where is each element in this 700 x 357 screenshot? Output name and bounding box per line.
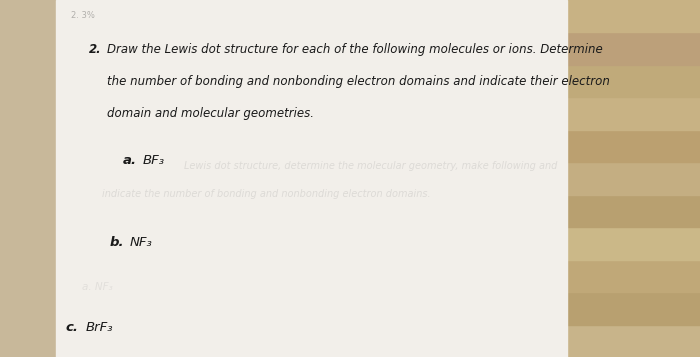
Bar: [556, 162, 700, 195]
Text: a. NF₃: a. NF₃: [81, 282, 112, 292]
Text: BF₃: BF₃: [143, 154, 165, 166]
Bar: [556, 32, 700, 65]
Text: c.: c.: [65, 321, 78, 334]
Bar: [556, 195, 700, 227]
Text: a.: a.: [122, 154, 136, 166]
Text: Draw the Lewis dot structure for each of the following molecules or ions. Determ: Draw the Lewis dot structure for each of…: [107, 43, 603, 56]
Bar: [556, 65, 700, 97]
Text: the number of bonding and nonbonding electron domains and indicate their electro: the number of bonding and nonbonding ele…: [107, 75, 610, 88]
Bar: [556, 260, 700, 292]
Text: NF₃: NF₃: [130, 236, 153, 248]
Bar: [556, 0, 700, 32]
Text: b.: b.: [110, 236, 124, 248]
Text: 2. 3%: 2. 3%: [71, 11, 95, 20]
Bar: [556, 292, 700, 325]
Bar: [556, 97, 700, 130]
Text: indicate the number of bonding and nonbonding electron domains.: indicate the number of bonding and nonbo…: [102, 189, 430, 199]
Bar: [556, 130, 700, 162]
Bar: [556, 325, 700, 357]
Text: 2.: 2.: [89, 43, 102, 56]
Text: Lewis dot structure, determine the molecular geometry, make following and: Lewis dot structure, determine the molec…: [183, 161, 557, 171]
Bar: [556, 227, 700, 260]
Text: domain and molecular geometries.: domain and molecular geometries.: [107, 107, 314, 120]
Text: BrF₃: BrF₃: [85, 321, 113, 334]
